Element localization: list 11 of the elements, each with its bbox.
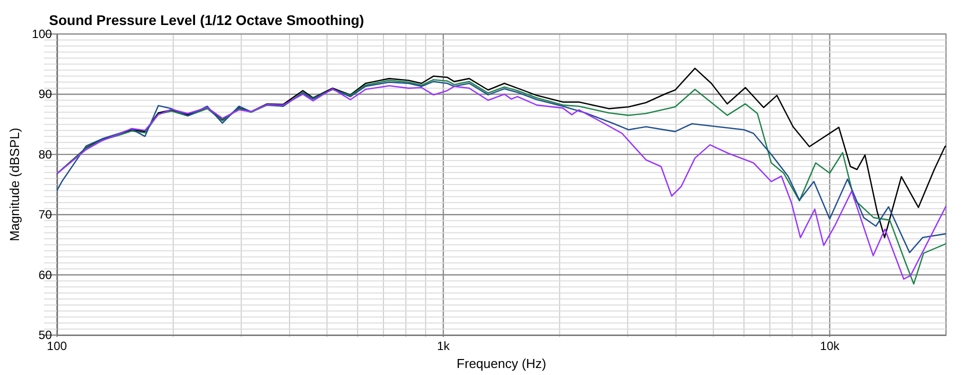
y-tick-label: 90 <box>38 87 52 102</box>
chart-title: Sound Pressure Level (1/12 Octave Smoothing) <box>49 12 364 28</box>
y-axis-title: Magnitude (dBSPL) <box>7 128 22 242</box>
x-tick-label: 10k <box>820 339 840 354</box>
y-tick-label: 60 <box>38 268 52 282</box>
y-tick-label: 100 <box>32 27 52 41</box>
y-tick-label: 50 <box>38 328 52 342</box>
x-tick-label: 1k <box>436 339 451 354</box>
y-tick-label: 80 <box>38 147 52 162</box>
x-axis-title: Frequency (Hz) <box>456 356 546 371</box>
y-tick-label: 70 <box>38 208 52 222</box>
